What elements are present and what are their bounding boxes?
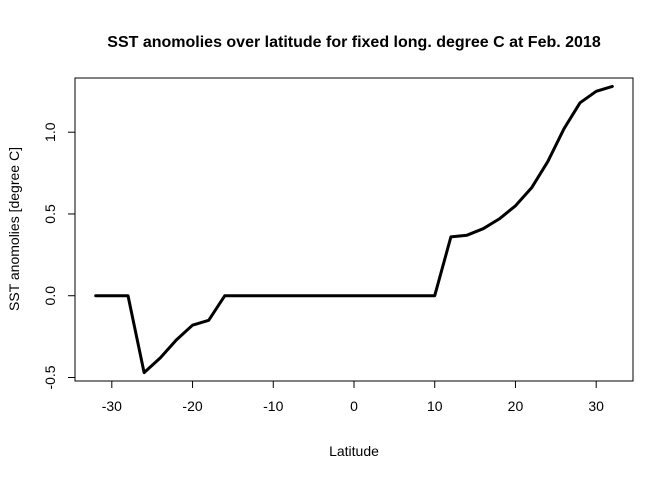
y-tick-label: 0.0 [42,286,58,306]
x-tick-label: -10 [263,398,283,414]
y-tick-label: 0.5 [42,204,58,224]
x-tick-label: -30 [102,398,122,414]
x-tick-label: -20 [182,398,202,414]
x-axis: -30 -20 -10 0 10 20 30 [102,380,604,414]
chart-title: SST anomolies over latitude for fixed lo… [107,34,601,51]
series-line [94,84,614,375]
y-tick-label: 1.0 [42,122,58,142]
x-tick-label: 10 [427,398,443,414]
plot-frame [74,77,634,382]
y-axis: -0.5 0.0 0.5 1.0 [42,122,76,390]
x-tick-label: 30 [588,398,604,414]
y-axis-label: SST anomolies [degree C] [6,147,22,311]
y-tick-label: -0.5 [42,365,58,389]
x-axis-label: Latitude [329,443,379,459]
x-tick-label: 0 [350,398,358,414]
x-tick-label: 20 [508,398,524,414]
